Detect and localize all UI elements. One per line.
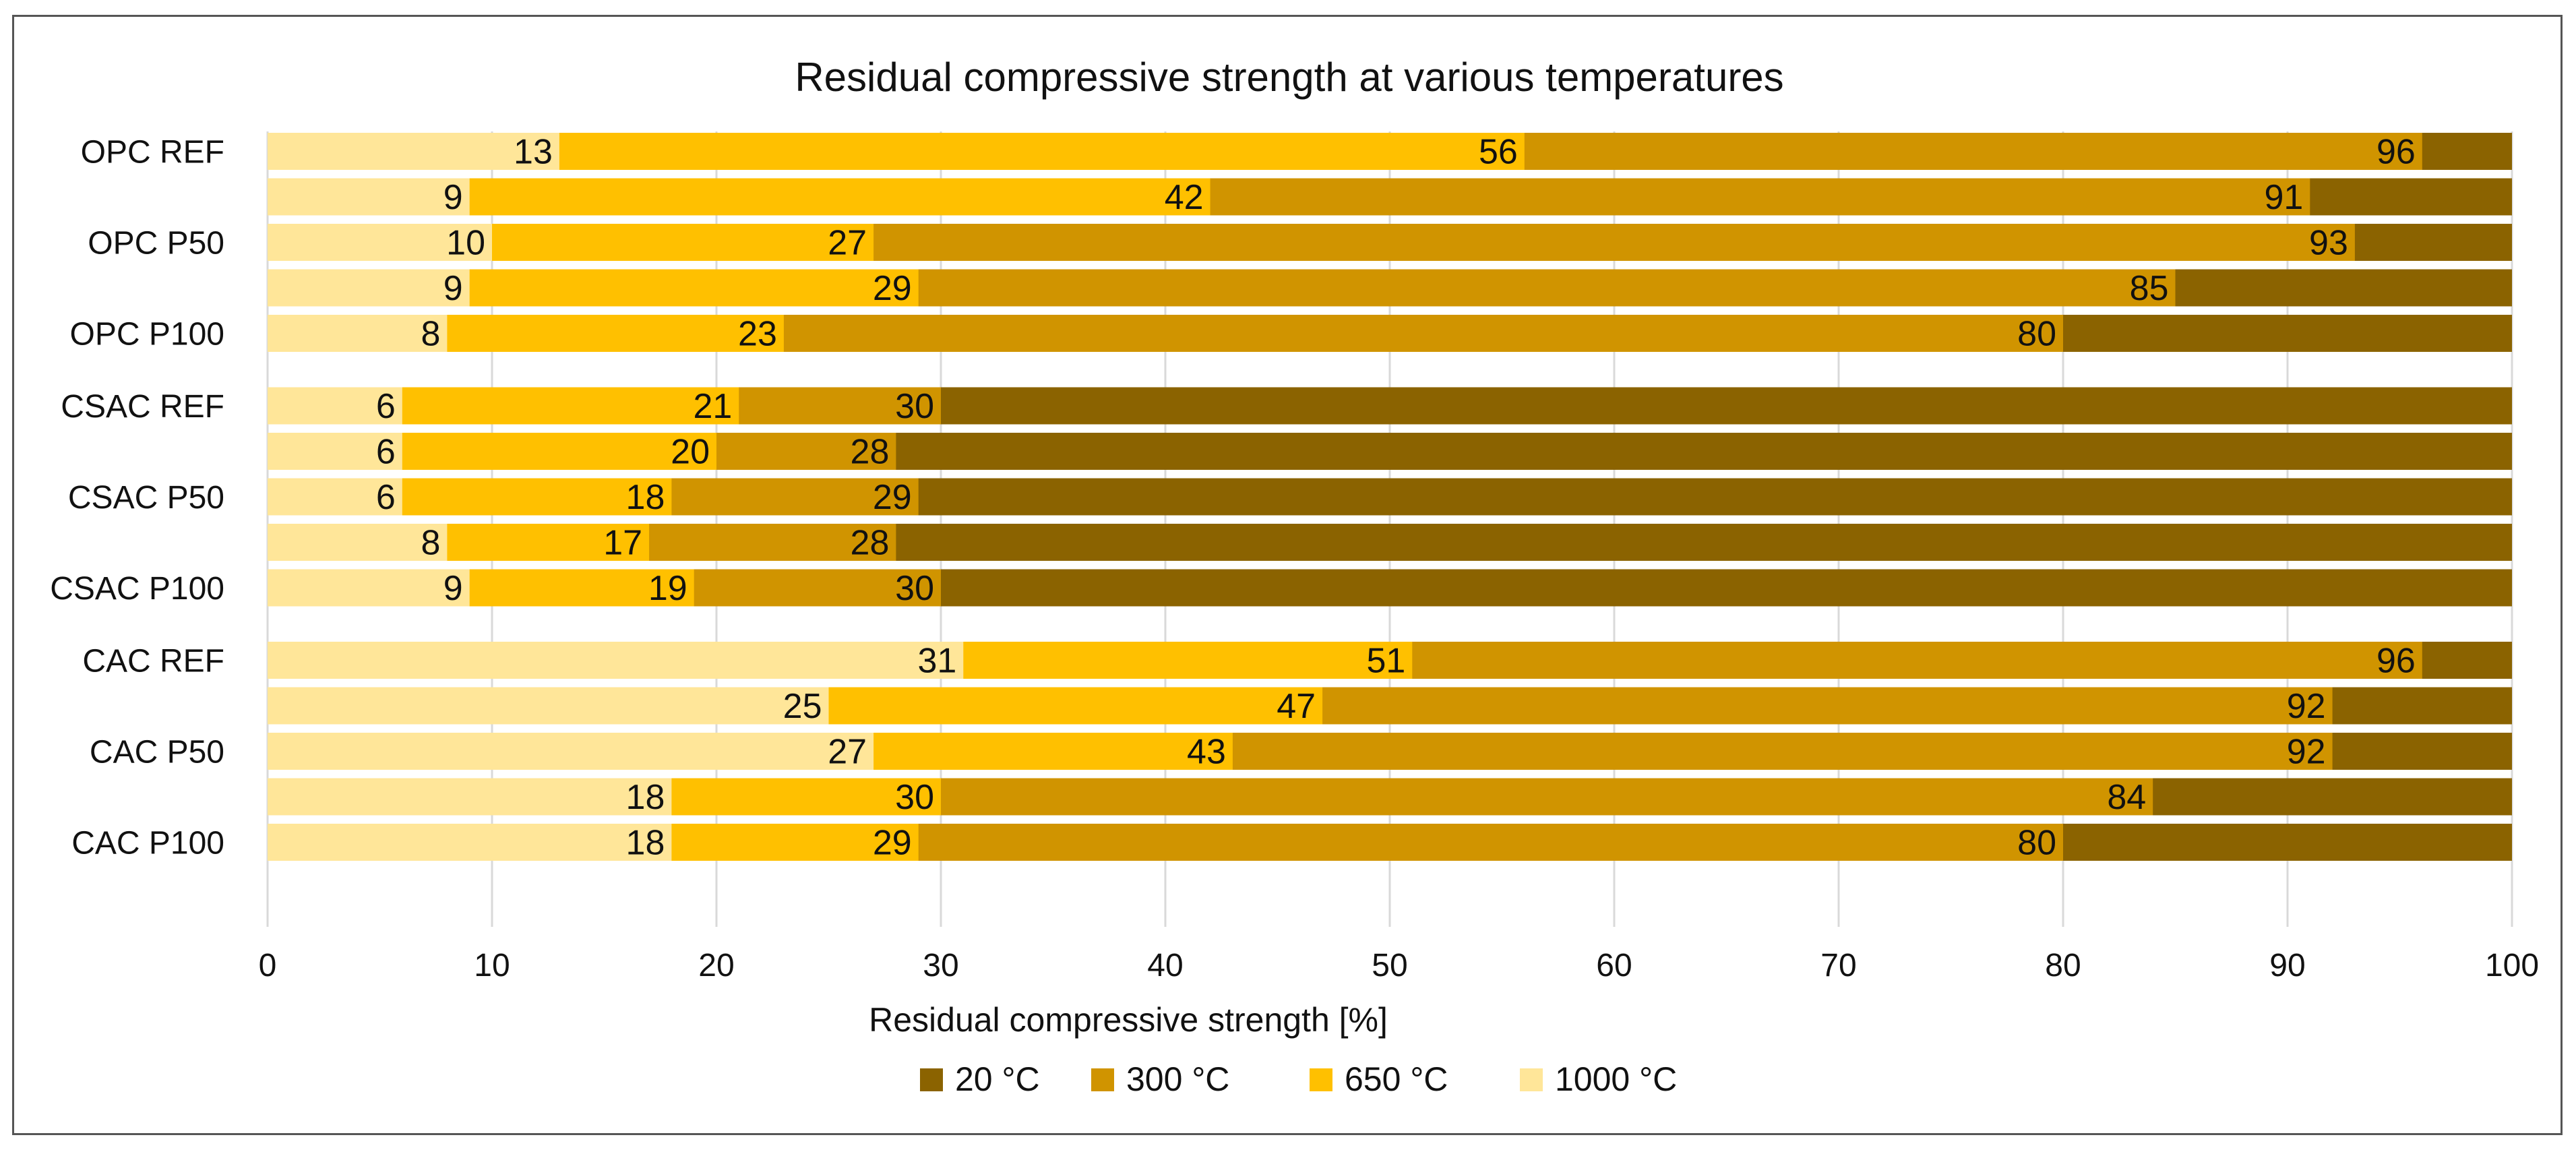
data-label: 27 [828,733,867,772]
data-label: 13 [514,133,553,172]
bar [268,687,829,725]
data-label: 93 [2309,224,2348,263]
legend: 20 °C 300 °C 650 °C 1000 °C [920,1060,1677,1098]
data-label: 56 [1479,133,1518,172]
x-tick-label: 50 [1372,948,1407,983]
data-label: 51 [1366,642,1405,681]
legend-label: 20 °C [955,1060,1040,1098]
data-label: 30 [895,569,934,608]
data-label: 21 [693,387,732,426]
bar [268,387,402,425]
bar [268,778,672,816]
bar [268,178,470,216]
data-label: 27 [828,224,867,263]
data-label: 30 [895,387,934,426]
x-tick-label: 60 [1596,948,1632,983]
x-tick-label: 70 [1820,948,1856,983]
data-label: 28 [851,524,890,563]
data-label: 30 [895,778,934,817]
data-label: 9 [443,569,463,608]
category-label: CSAC REF [61,389,224,425]
data-label: 25 [783,687,822,726]
data-label: 96 [2376,642,2416,681]
data-label: 29 [873,478,912,517]
x-tick-label: 80 [2045,948,2081,983]
bar [268,733,874,770]
data-label: 23 [738,315,777,354]
data-label: 47 [1277,687,1316,726]
data-label: 29 [873,269,912,308]
data-label: 8 [421,315,440,354]
bars [268,133,2512,861]
legend-label: 300 °C [1126,1060,1229,1098]
x-tick-label: 100 [2485,948,2539,983]
data-label: 43 [1187,733,1226,772]
data-label: 28 [851,433,890,472]
bar [268,478,402,516]
bar [268,315,448,352]
bar [268,133,559,170]
x-tick-label: 90 [2269,948,2305,983]
x-tick-label: 30 [923,948,958,983]
data-label: 80 [2017,315,2056,354]
data-label: 20 [671,433,710,472]
bar [268,269,470,307]
category-label: OPC P100 [70,317,224,353]
data-labels: 9691938580302829283096929284805642272923… [376,133,2416,863]
data-label: 18 [626,778,665,817]
data-label: 31 [917,642,956,681]
data-label: 17 [603,524,642,563]
data-label: 18 [626,478,665,517]
data-label: 42 [1165,178,1204,217]
category-label: OPC REF [81,135,224,171]
chart-title: Residual compressive strength at various… [795,55,1783,100]
data-label: 80 [2017,824,2056,863]
x-tick-label: 10 [474,948,510,983]
data-label: 6 [376,433,396,472]
x-tick-label: 0 [259,948,277,983]
data-label: 96 [2376,133,2416,172]
bar [268,524,448,561]
category-label: CAC P100 [71,826,224,861]
data-label: 8 [421,524,440,563]
data-label: 9 [443,178,463,217]
data-label: 85 [2130,269,2169,308]
category-label: CAC P50 [90,735,224,770]
data-label: 92 [2287,687,2326,726]
x-axis-title: Residual compressive strength [%] [869,1001,1388,1039]
data-label: 84 [2107,778,2146,817]
category-labels: OPC REF OPC P50 OPC P100 CSAC REF CSAC P50 CS… [50,135,224,861]
x-tick-labels: 0 10 20 30 40 50 60 70 80 90 100 [259,948,2539,983]
x-tick-label: 40 [1147,948,1183,983]
legend-swatch [1520,1068,1543,1091]
category-label: CSAC P100 [50,571,224,607]
chart-frame: Residual compressive strength at various… [12,15,2563,1135]
legend-label: 1000 °C [1555,1060,1677,1098]
category-label: OPC P50 [88,226,224,262]
bar [268,642,964,679]
x-tick-label: 20 [698,948,734,983]
legend-swatch [1310,1068,1332,1091]
legend-swatch [920,1068,943,1091]
bar [268,433,402,470]
data-label: 6 [376,387,396,426]
data-label: 92 [2287,733,2326,772]
data-label: 18 [626,824,665,863]
data-label: 9 [443,269,463,308]
chart-svg: Residual compressive strength at various… [50,55,2539,1098]
data-label: 10 [446,224,485,263]
bar [268,824,672,861]
bar [268,569,470,607]
category-label: CSAC P50 [68,480,224,516]
data-label: 91 [2264,178,2303,217]
category-label: CAC REF [82,644,224,679]
bar [268,224,492,261]
data-label: 19 [648,569,687,608]
legend-swatch [1091,1068,1114,1091]
data-label: 29 [873,824,912,863]
legend-label: 650 °C [1345,1060,1448,1098]
data-label: 6 [376,478,396,517]
